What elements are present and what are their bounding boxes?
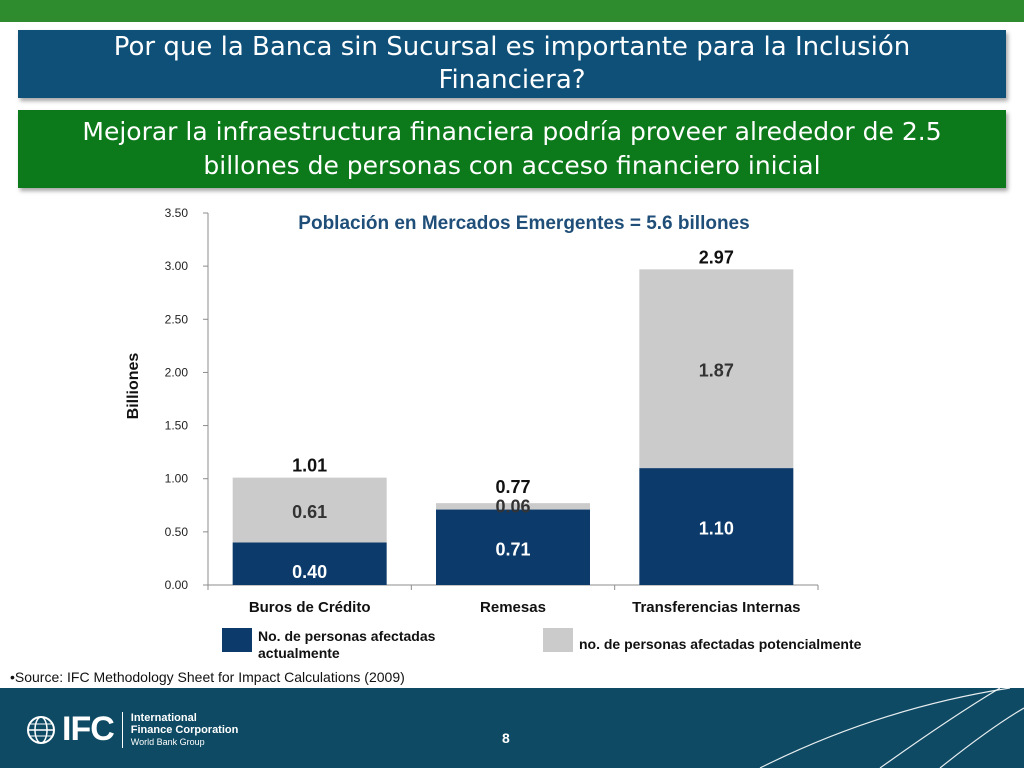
page-number: 8 [502, 730, 510, 746]
chart-data-labels: 0.40 0.61 1.01 0.71 0.060.77 1.10 1.87 2.97 [292, 247, 734, 582]
data-label-actual: 0.71 [495, 539, 530, 559]
x-tick-label: Transferencias Internas [632, 599, 800, 616]
top-accent-bar [0, 0, 1024, 22]
org-line-2: Finance Corporation [130, 723, 239, 736]
y-tick-label: 2.00 [165, 365, 189, 379]
data-label-potential: 0.61 [292, 502, 327, 522]
data-label-actual: 1.10 [699, 519, 734, 539]
chart-title: Población en Mercados Emergentes = 5.6 b… [298, 213, 749, 234]
legend-label-potential: no. de personas afectadas potencialmente [579, 636, 862, 652]
slide-subtitle-box: Mejorar la infraestructura financiera po… [18, 110, 1006, 188]
data-label-actual: 0.40 [292, 562, 327, 582]
ifc-org-name: International Finance Corporation World … [131, 712, 239, 748]
data-label-potential: 1.87 [699, 361, 734, 381]
y-tick-label: 3.00 [165, 259, 189, 273]
y-tick-label: 0.00 [165, 578, 189, 592]
logo-divider [121, 711, 123, 748]
chart-bars [232, 269, 794, 585]
bar-potential [639, 269, 794, 469]
y-tick-label: 1.50 [165, 419, 189, 433]
y-tick-label: 3.50 [165, 206, 189, 220]
y-tick-label: 1.00 [165, 472, 189, 486]
slide-title: Por que la Banca sin Sucursal es importa… [113, 32, 911, 95]
legend-swatch-potential [543, 628, 573, 652]
legend-label-actual: No. de personas afectadas actualmente [258, 628, 436, 661]
footer-bar: IFC International Finance Corporation Wo… [0, 688, 1024, 768]
data-label-potential: 0.06 [495, 497, 530, 517]
x-tick-label: Remesas [480, 599, 546, 616]
org-line-3: World Bank Group [130, 736, 205, 747]
legend-swatch-actual [222, 628, 252, 652]
legend-item-potential: no. de personas afectadas potencialmente [543, 628, 861, 653]
globe-icon [27, 715, 55, 744]
ifc-logo: IFC International Finance Corporation Wo… [26, 710, 238, 749]
y-tick-label: 0.50 [165, 525, 189, 539]
bar-potential [436, 503, 590, 510]
slide-title-box: Por que la Banca sin Sucursal es importa… [18, 30, 1006, 98]
bar-actual [232, 542, 387, 585]
bar-actual [436, 509, 590, 585]
slide-subtitle: Mejorar la infraestructura financiera po… [82, 117, 942, 180]
ifc-logo-text: IFC [62, 710, 115, 748]
bar-potential [232, 477, 387, 543]
source-note: •Source: IFC Methodology Sheet for Impac… [10, 669, 405, 685]
bar-actual [639, 468, 794, 585]
x-tick-label: Buros de Crédito [249, 599, 371, 616]
y-tick-label: 2.50 [165, 312, 189, 326]
stacked-bar-chart: Población en Mercados Emergentes = 5.6 b… [125, 206, 819, 616]
data-label-total: 2.97 [699, 247, 734, 267]
legend-item-actual: No. de personas afectadas actualmente [222, 628, 498, 662]
y-axis-label: Billiones [125, 353, 142, 420]
chart-x-tick-labels: Buros de Crédito Remesas Transferencias In… [249, 599, 801, 616]
decorative-arcs [759, 688, 1024, 768]
org-line-1: International [130, 711, 197, 724]
data-label-total: 0.77 [495, 477, 530, 497]
data-label-total: 1.01 [292, 456, 327, 476]
